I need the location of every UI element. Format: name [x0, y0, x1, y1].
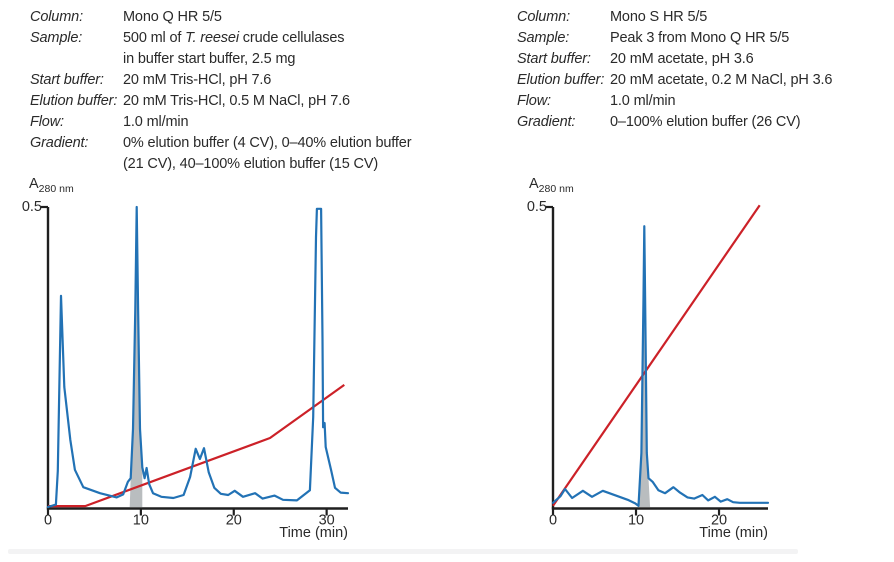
x-tick-label: 20 — [711, 513, 727, 529]
condition-value: 1.0 ml/min — [123, 114, 189, 130]
condition-value: Mono Q HR 5/5 — [123, 9, 222, 25]
condition-value: Mono S HR 5/5 — [610, 9, 708, 25]
chromatogram-left: 0 10 20 30 — [41, 205, 350, 529]
y-tick-label-right: 0.5 — [526, 199, 547, 215]
chromatogram-right: 0 10 20 — [546, 204, 770, 529]
condition-label: Flow: — [30, 114, 64, 130]
y-axis-title-main: A — [29, 176, 39, 192]
conditions-list-left: Column: Mono Q HR 5/5 Sample: 500 ml of T. … — [30, 7, 412, 175]
page-edge-shadow — [8, 549, 798, 554]
x-axis-title-right: Time (min) — [699, 525, 768, 541]
condition-row: Column: Mono S HR 5/5 — [517, 7, 832, 28]
y-axis-title-sub: 280 nm — [538, 182, 574, 195]
condition-label: Elution buffer: — [30, 93, 118, 109]
condition-row: Start buffer: 20 mM acetate, pH 3.6 — [517, 49, 832, 70]
condition-value: 20 mM Tris-HCl, pH 7.6 — [123, 72, 272, 88]
condition-row: Start buffer: 20 mM Tris-HCl, pH 7.6 — [30, 70, 411, 91]
y-axis-title-right: A280 nm — [529, 176, 574, 195]
y-tick-label-left: 0.5 — [21, 199, 42, 215]
absorbance-trace — [551, 225, 770, 507]
condition-value: 0–100% elution buffer (26 CV) — [610, 114, 801, 130]
x-tick-label: 10 — [133, 513, 149, 529]
absorbance-trace — [46, 205, 350, 509]
pooled-fraction-shade — [638, 226, 651, 507]
condition-label: Start buffer: — [30, 72, 104, 88]
condition-row: Gradient: 0–100% elution buffer (26 CV) — [517, 112, 832, 133]
condition-label: Start buffer: — [517, 51, 591, 67]
condition-label: Elution buffer: — [517, 72, 605, 88]
condition-row: Column: Mono Q HR 5/5 — [30, 7, 411, 28]
condition-value: 20 mM acetate, 0.2 M NaCl, pH 3.6 — [610, 72, 833, 88]
x-tick-label: 0 — [549, 513, 557, 529]
condition-row: Flow: 1.0 ml/min — [517, 91, 832, 112]
condition-value: 20 mM acetate, pH 3.6 — [610, 51, 754, 67]
condition-row: Elution buffer: 20 mM Tris-HCl, 0.5 M NaC… — [30, 91, 411, 112]
condition-label: Gradient: — [30, 135, 89, 151]
condition-value: Peak 3 from Mono Q HR 5/5 — [610, 30, 790, 46]
x-axis-title-left: Time (min) — [279, 525, 348, 541]
x-tick-label: 10 — [628, 513, 644, 529]
condition-label: Sample: — [30, 30, 83, 46]
condition-row: Elution buffer: 20 mM acetate, 0.2 M NaCl… — [517, 70, 832, 91]
y-axis-title-left: A280 nm — [29, 176, 74, 195]
condition-row: Flow: 1.0 ml/min — [30, 112, 411, 133]
x-tick-label: 30 — [319, 513, 335, 529]
x-tick-label: 20 — [226, 513, 242, 529]
condition-value: 500 ml of T. reesei crude cellulases in b… — [123, 30, 345, 67]
condition-row: Gradient: 0% elution buffer (4 CV), 0–40%… — [30, 133, 412, 175]
x-tick-label: 0 — [44, 513, 52, 529]
condition-value: 0% elution buffer (4 CV), 0–40% elution … — [123, 135, 412, 172]
conditions-list-right: Column: Mono S HR 5/5 Sample: Peak 3 from M… — [517, 7, 832, 133]
condition-label: Gradient: — [517, 114, 576, 130]
condition-value: 1.0 ml/min — [610, 93, 676, 109]
condition-row: Sample: Peak 3 from Mono Q HR 5/5 — [517, 28, 832, 49]
y-axis-title-sub: 280 nm — [38, 182, 74, 195]
gradient-trace — [552, 204, 761, 507]
y-axis-title-main: A — [529, 176, 539, 192]
condition-label: Column: — [517, 9, 570, 25]
condition-value: 20 mM Tris-HCl, 0.5 M NaCl, pH 7.6 — [123, 93, 350, 109]
condition-label: Flow: — [517, 93, 551, 109]
condition-label: Sample: — [517, 30, 570, 46]
condition-label: Column: — [30, 9, 83, 25]
condition-row: Sample: 500 ml of T. reesei crude cellula… — [30, 28, 411, 70]
gradient-trace — [48, 384, 345, 508]
